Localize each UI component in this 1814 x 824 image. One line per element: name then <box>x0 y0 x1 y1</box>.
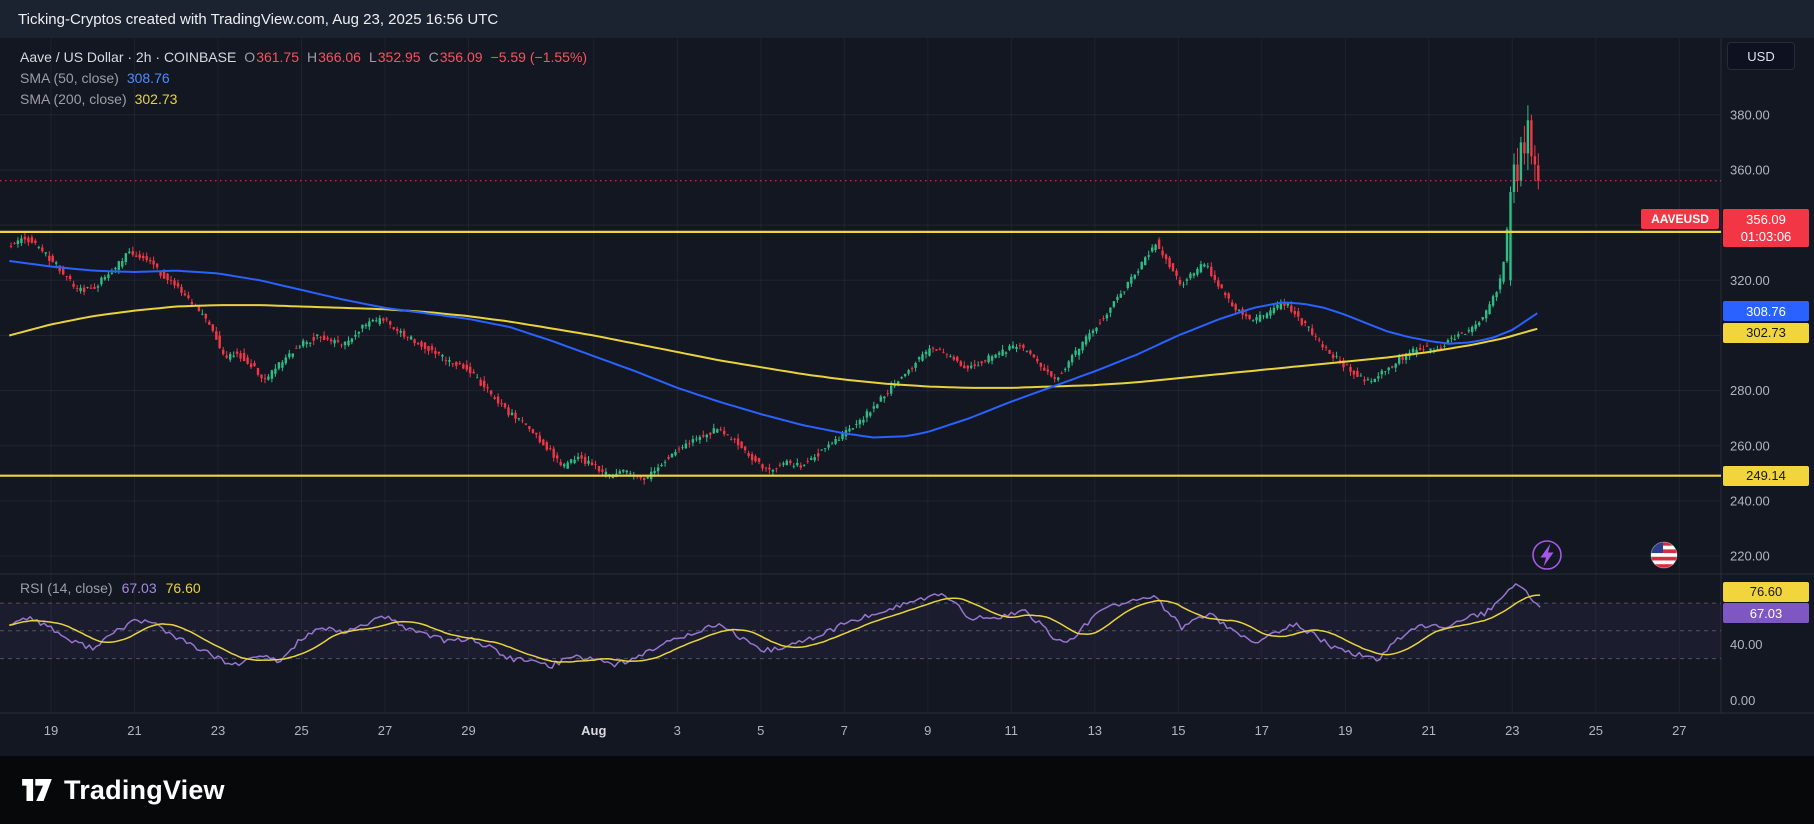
us-flag-icon[interactable] <box>1650 541 1678 569</box>
rsi-ma-legend-value: 76.60 <box>165 580 201 596</box>
svg-text:7: 7 <box>841 723 848 738</box>
close-value: C 356.09 <box>428 48 483 65</box>
sma200-legend-value: 302.73 <box>134 90 178 107</box>
svg-text:21: 21 <box>1422 723 1436 738</box>
tradingview-brand-text[interactable]: TradingView <box>64 774 225 805</box>
svg-text:27: 27 <box>378 723 392 738</box>
tradingview-logo-icon[interactable] <box>22 779 53 801</box>
scale-badge-sma200: 302.73 <box>1723 322 1809 343</box>
svg-text:25: 25 <box>1589 723 1603 738</box>
symbol-price-badge: AAVEUSD <box>1641 208 1719 229</box>
chart-icons[interactable] <box>1532 540 1678 570</box>
rsi-band <box>0 602 1721 660</box>
currency-button[interactable]: USD <box>1727 42 1795 70</box>
countdown-timer: 01:03:06 <box>1740 228 1792 244</box>
svg-text:13: 13 <box>1088 723 1102 738</box>
svg-text:40.00: 40.00 <box>1730 637 1763 652</box>
last-price-countdown-badge: 356.09 01:03:06 <box>1723 208 1809 247</box>
svg-text:19: 19 <box>1338 723 1352 738</box>
svg-text:360.00: 360.00 <box>1730 163 1770 178</box>
scale-badge-sma50: 308.76 <box>1723 301 1809 322</box>
attribution-bar: Ticking-Cryptos created with TradingView… <box>0 0 1814 38</box>
svg-text:380.00: 380.00 <box>1730 107 1770 122</box>
sma50-line <box>9 260 1538 439</box>
sma50-legend[interactable]: SMA (50, close) 308.76 <box>20 69 170 86</box>
last-price-value: 356.09 <box>1746 211 1786 227</box>
sma200-line <box>9 304 1538 389</box>
chart-plot[interactable]: 380.00 360.00 320.00 280.00 260.00 240.00 220.… <box>0 38 1814 756</box>
svg-text:15: 15 <box>1171 723 1185 738</box>
svg-text:29: 29 <box>461 723 475 738</box>
candlestick-series[interactable] <box>9 105 1540 485</box>
open-value: O 361.75 <box>244 48 300 65</box>
lightning-icon[interactable] <box>1532 540 1562 570</box>
rsi-line <box>9 583 1541 669</box>
legend: Aave / US Dollar · 2h · COINBASE O 361.7… <box>20 46 587 109</box>
scale-badge-lower-level: 249.14 <box>1723 465 1809 486</box>
sma50-legend-value: 308.76 <box>126 69 170 86</box>
attribution-text: Ticking-Cryptos created with TradingView… <box>18 10 499 28</box>
svg-text:23: 23 <box>1505 723 1519 738</box>
footer-bar: TradingView <box>0 756 1814 824</box>
chart-area[interactable]: 380.00 360.00 320.00 280.00 260.00 240.00 220.… <box>0 38 1814 756</box>
svg-text:3: 3 <box>674 723 681 738</box>
svg-text:260.00: 260.00 <box>1730 438 1770 453</box>
svg-text:27: 27 <box>1672 723 1686 738</box>
svg-text:11: 11 <box>1005 723 1019 738</box>
rsi-legend-value: 67.03 <box>121 580 157 596</box>
svg-text:Aug: Aug <box>581 723 606 738</box>
symbol-title[interactable]: Aave / US Dollar · 2h · COINBASE <box>20 48 237 65</box>
svg-text:25: 25 <box>294 723 308 738</box>
scale-badge-rsi-ma: 76.60 <box>1723 581 1809 602</box>
svg-text:23: 23 <box>211 723 225 738</box>
change-value: −5.59 (−1.55%) <box>490 48 588 65</box>
rsi-legend[interactable]: RSI (14, close) 67.03 76.60 <box>20 580 201 596</box>
rsi-lines <box>9 583 1541 669</box>
svg-text:220.00: 220.00 <box>1730 549 1770 564</box>
symbol-ohlc-row[interactable]: Aave / US Dollar · 2h · COINBASE O 361.7… <box>20 46 587 67</box>
svg-text:280.00: 280.00 <box>1730 383 1770 398</box>
scale-badge-rsi: 67.03 <box>1723 603 1809 624</box>
gridlines <box>0 38 1814 714</box>
svg-text:21: 21 <box>127 723 141 738</box>
svg-text:320.00: 320.00 <box>1730 273 1770 288</box>
level-lines[interactable] <box>0 180 1721 477</box>
svg-text:240.00: 240.00 <box>1730 493 1770 508</box>
axis-labels[interactable]: 380.00 360.00 320.00 280.00 260.00 240.00 220.… <box>44 107 1770 738</box>
rsi-ma-line <box>9 594 1541 663</box>
low-value: L 352.95 <box>368 48 421 65</box>
high-value: H 366.06 <box>307 48 361 65</box>
svg-text:5: 5 <box>757 723 764 738</box>
sma-lines <box>9 260 1538 439</box>
svg-text:17: 17 <box>1255 723 1269 738</box>
sma200-legend[interactable]: SMA (200, close) 302.73 <box>20 90 178 107</box>
svg-text:0.00: 0.00 <box>1730 693 1755 708</box>
svg-text:9: 9 <box>924 723 931 738</box>
svg-text:19: 19 <box>44 723 58 738</box>
